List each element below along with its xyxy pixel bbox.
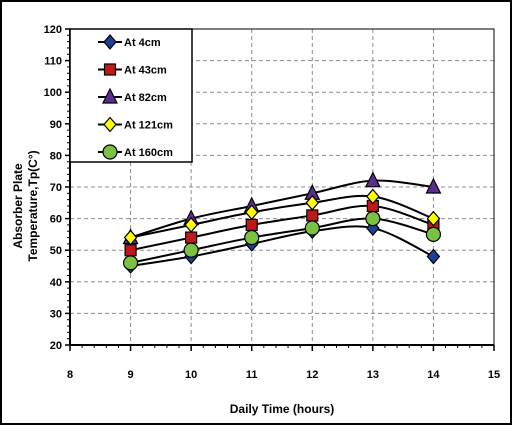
data-point-series-5 [304, 220, 320, 236]
data-point-series-2 [124, 244, 137, 257]
legend-box [69, 28, 193, 163]
axes: 20 30 40 50 60 70 80 90 100 110 120 8 9 10 11 12 13 14 15 [44, 24, 500, 381]
legend-entry: At 43cm [124, 65, 167, 77]
x-tick-label: 9 [128, 369, 134, 381]
legend-swatch-marker [102, 87, 118, 104]
x-tick-label: 14 [427, 369, 440, 381]
data-point-series-2 [185, 231, 198, 244]
data-point-series-5 [244, 229, 260, 246]
y-tick-label: 90 [50, 119, 62, 131]
series-markers [122, 171, 442, 274]
data-point-series-5 [183, 242, 199, 258]
y-tick-label: 40 [50, 277, 62, 289]
y-tick-label: 80 [50, 150, 62, 162]
data-point-series-5 [365, 211, 381, 227]
y-tick-label: 30 [50, 308, 62, 320]
x-tick-label: 11 [246, 369, 258, 381]
data-point-series-1 [426, 248, 441, 265]
data-point-series-4 [305, 194, 320, 211]
y-tick-label: 60 [50, 214, 62, 226]
legend-entry: At 82cm [124, 92, 167, 104]
legend-swatch-marker [103, 34, 117, 50]
y-tick-label: 20 [50, 340, 62, 352]
data-point-series-5 [122, 255, 139, 271]
y-axis-title-line-1: Absorber Plate [11, 163, 25, 249]
x-tick-label: 10 [185, 369, 197, 381]
x-tick-label: 15 [488, 369, 500, 381]
y-tick-label: 120 [44, 24, 62, 36]
x-axis-title: Daily Time (hours) [230, 402, 334, 416]
y-axis-title: Absorber Plate Temperature,Tp(C°) [11, 150, 40, 261]
legend-swatch-marker [102, 144, 118, 160]
data-point-series-5 [425, 226, 442, 242]
y-tick-label: 100 [44, 87, 62, 99]
legend-entry: At 160cm [124, 147, 173, 159]
legend-swatch-marker [103, 116, 117, 133]
data-point-series-4 [184, 216, 198, 233]
data-point-series-4 [244, 204, 259, 221]
legend: At 4cm At 43cm At 82cm At 121cm At 160cm [69, 28, 193, 163]
data-point-series-3 [364, 171, 381, 188]
data-point-series-4 [123, 229, 138, 246]
data-point-series-3 [425, 177, 442, 194]
y-tick-label: 70 [50, 182, 62, 194]
data-point-series-2 [245, 218, 258, 232]
y-axis-title-line-2: Temperature,Tp(C°) [26, 150, 40, 261]
x-tick-label: 12 [306, 369, 318, 381]
x-tick-label: 13 [367, 369, 379, 381]
data-point-series-2 [306, 209, 319, 222]
legend-entry: At 121cm [124, 120, 173, 132]
data-point-series-4 [426, 210, 441, 227]
legend-swatch-marker [103, 63, 117, 76]
legend-entry: At 4cm [124, 37, 161, 49]
y-tick-label: 50 [50, 245, 62, 257]
y-tick-label: 110 [44, 56, 62, 68]
data-point-series-4 [366, 188, 380, 205]
x-tick-label: 8 [67, 369, 73, 381]
